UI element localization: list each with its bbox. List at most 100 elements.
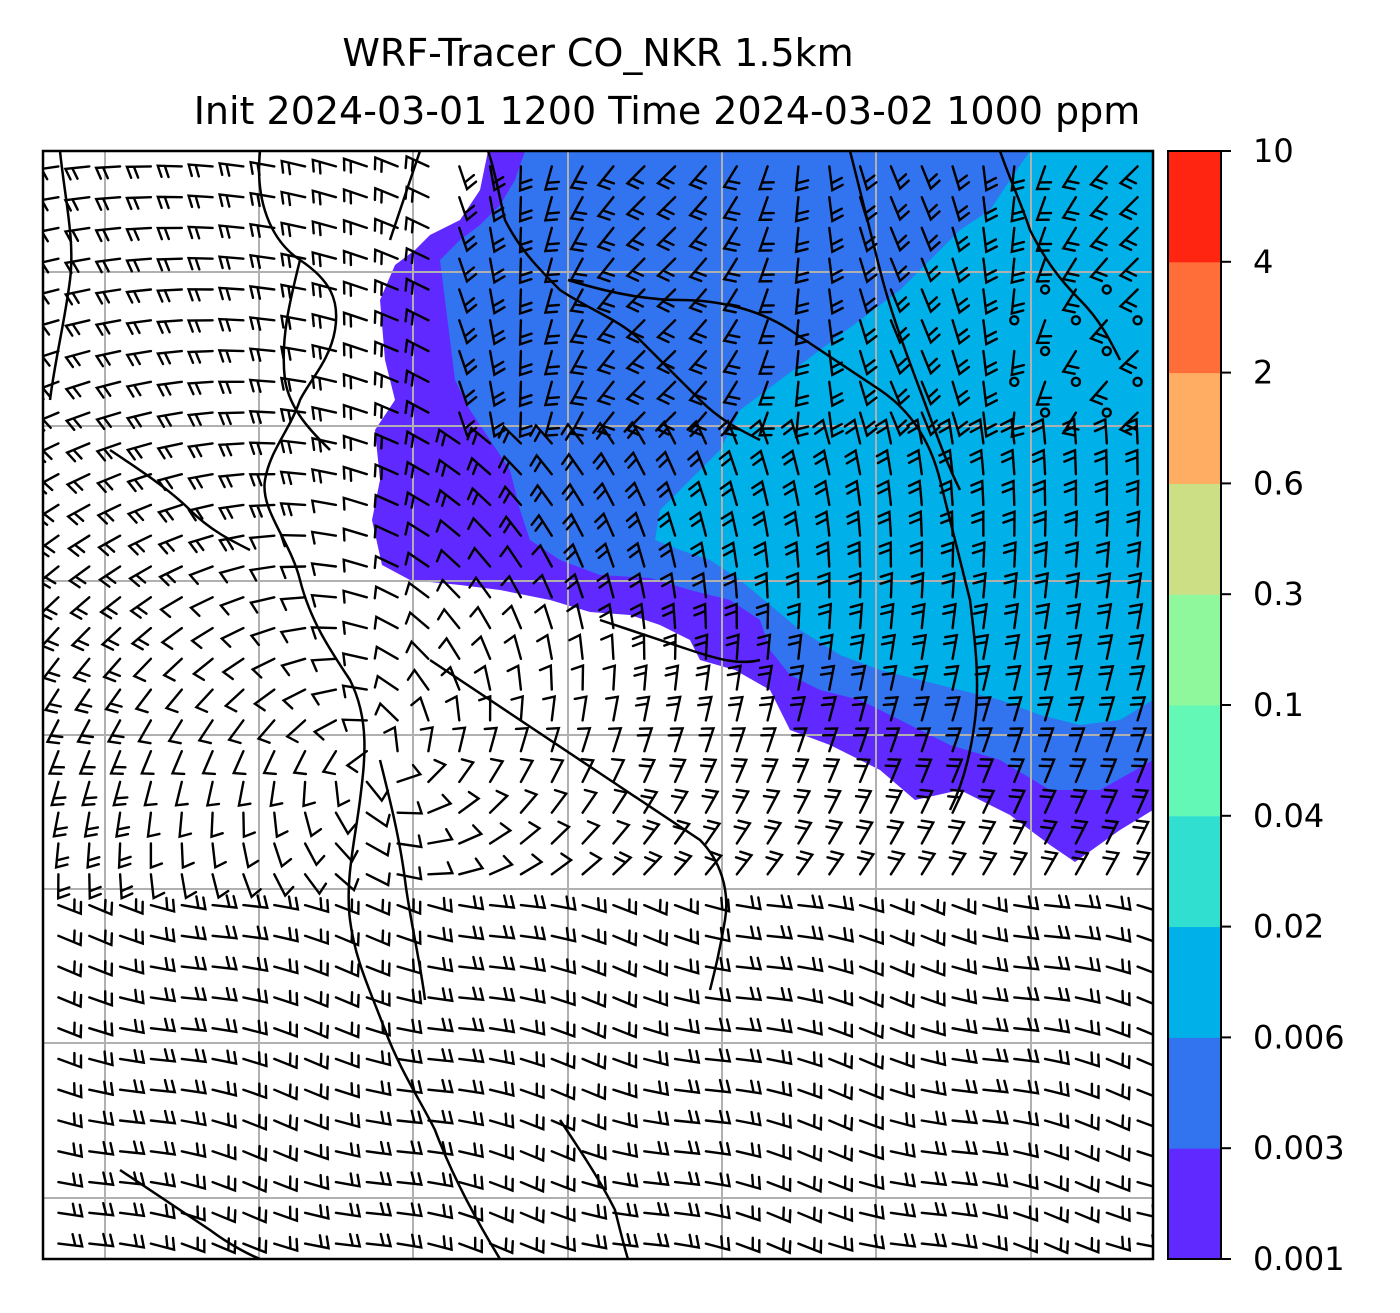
wind-barb xyxy=(180,955,208,971)
wind-barb xyxy=(823,758,841,784)
wind-barb xyxy=(917,819,936,845)
wind-barb xyxy=(1061,257,1080,283)
wind-barb xyxy=(858,1173,885,1191)
wind-barb xyxy=(162,657,183,682)
wind-barb xyxy=(262,750,277,776)
wind-barb xyxy=(1000,448,1016,476)
wind-barb xyxy=(1124,417,1139,445)
wind-barb xyxy=(825,819,844,845)
wind-barb xyxy=(404,610,430,630)
wind-barb xyxy=(853,758,872,784)
wind-barb xyxy=(280,657,307,677)
wind-barb xyxy=(458,380,478,407)
wind-barb xyxy=(913,695,930,722)
wind-barb xyxy=(1118,196,1139,221)
wind-barb xyxy=(858,1234,886,1250)
wind-barb xyxy=(943,664,960,691)
wind-barb xyxy=(180,925,208,941)
wind-barb xyxy=(1094,479,1109,507)
wind-barb xyxy=(1064,540,1080,568)
wind-barb xyxy=(186,288,214,302)
wind-barb xyxy=(180,1079,208,1095)
wind-barb xyxy=(828,196,844,223)
wind-barb xyxy=(794,380,810,408)
wind-barb xyxy=(612,1172,639,1188)
wind-barb xyxy=(797,925,824,941)
wind-barb xyxy=(88,1171,115,1187)
wind-barb xyxy=(882,695,900,722)
wind-barb xyxy=(57,1021,83,1039)
wind-barb xyxy=(404,399,430,418)
colorbar-tick-label: 0.001 xyxy=(1253,1240,1345,1278)
wind-barb xyxy=(937,417,954,445)
wind-barb xyxy=(543,165,561,191)
wind-barb xyxy=(334,929,360,947)
wind-barb xyxy=(519,1019,546,1036)
wind-barb xyxy=(942,602,957,630)
wind-barb xyxy=(791,727,808,753)
wind-barb xyxy=(982,1109,1009,1125)
wind-barb xyxy=(697,695,713,722)
wind-barb xyxy=(655,257,677,282)
wind-barb xyxy=(538,663,553,691)
wind-barb xyxy=(1064,510,1079,537)
wind-barb xyxy=(427,793,453,814)
wind-barb xyxy=(624,480,646,507)
wind-barb xyxy=(550,852,574,876)
colorbar-tick-label: 0.1 xyxy=(1253,686,1304,724)
wind-barb xyxy=(118,1018,146,1035)
wind-calm-marker xyxy=(1132,376,1143,388)
wind-barb xyxy=(471,634,492,660)
wind-barb xyxy=(766,1049,793,1066)
wind-barb xyxy=(1007,727,1024,753)
wind-barb xyxy=(719,479,738,507)
wind-barb xyxy=(458,226,478,253)
map-frame xyxy=(41,149,1155,1261)
wind-barb xyxy=(373,462,399,481)
wind-barb xyxy=(982,1203,1009,1220)
wind-barb xyxy=(217,442,245,457)
wind-barb xyxy=(156,349,183,366)
wind-barb xyxy=(156,473,183,492)
wind-barb xyxy=(373,155,399,173)
wind-barb xyxy=(498,484,523,507)
wind-barb xyxy=(797,956,824,973)
wind-barb xyxy=(303,1052,329,1070)
wind-barb xyxy=(427,1172,454,1188)
wind-barb xyxy=(758,695,776,722)
wind-barb xyxy=(655,319,677,344)
wind-barb xyxy=(794,819,813,845)
wind-barb xyxy=(1043,894,1071,909)
wind-barb xyxy=(279,533,307,548)
wind-barb xyxy=(444,694,461,722)
wind-barb xyxy=(1088,165,1108,190)
wind-barb xyxy=(1043,1081,1070,1098)
wind-barb xyxy=(624,450,646,476)
colorbar-band xyxy=(1168,815,1221,928)
wind-barb xyxy=(57,1082,83,1099)
wind-barb xyxy=(63,319,91,337)
wind-barb xyxy=(458,1079,485,1095)
wind-barb xyxy=(723,571,738,599)
wind-barb xyxy=(663,633,677,660)
wind-barb xyxy=(404,520,430,537)
wind-barb xyxy=(879,571,894,599)
wind-barb xyxy=(334,1112,361,1129)
wind-barb xyxy=(303,1113,329,1131)
wind-barb xyxy=(695,664,711,691)
wind-barb xyxy=(488,380,506,408)
wind-barb xyxy=(655,450,677,476)
wind-barb xyxy=(242,894,269,910)
wind-barb xyxy=(665,695,682,722)
wind-barb xyxy=(1013,986,1040,1002)
wind-barb xyxy=(404,185,430,203)
wind-barb xyxy=(1102,850,1121,876)
wind-barb xyxy=(1098,696,1116,722)
wind-barb xyxy=(303,1083,329,1101)
wind-barb xyxy=(488,1018,516,1034)
wind-barb xyxy=(273,989,299,1007)
wind-barb xyxy=(569,196,588,222)
wind-barb xyxy=(242,1144,268,1163)
wind-barb xyxy=(427,758,448,784)
wind-barb xyxy=(88,1232,115,1248)
